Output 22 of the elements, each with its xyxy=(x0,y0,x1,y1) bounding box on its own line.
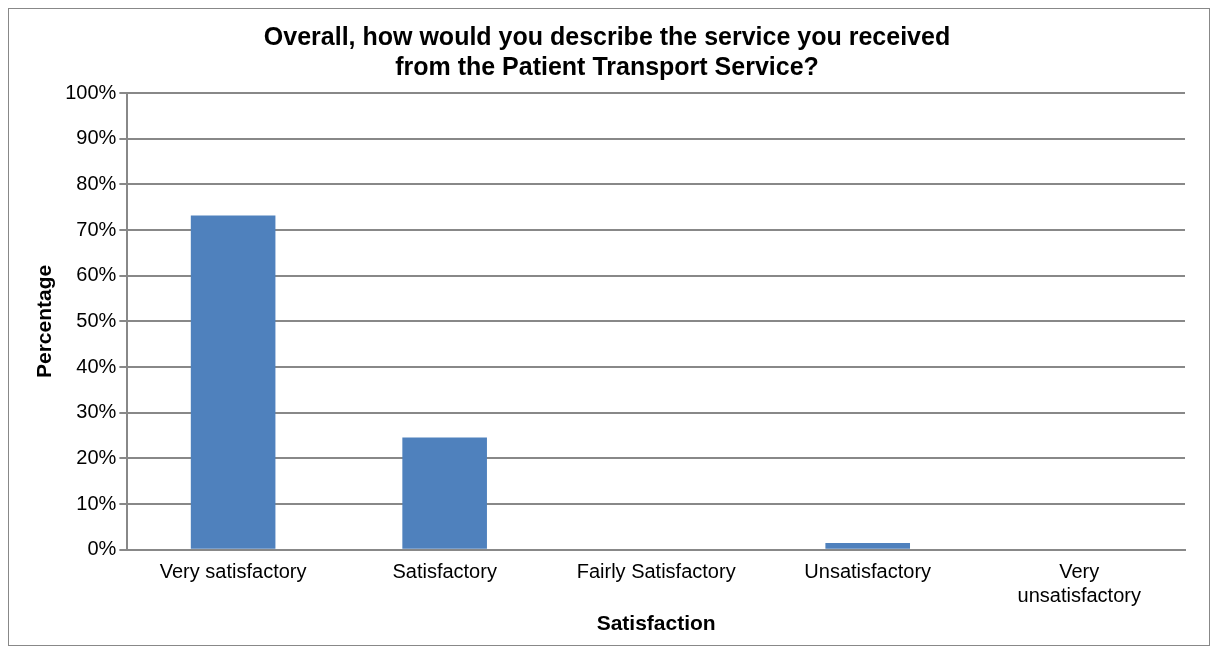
y-tick-label: 90% xyxy=(76,126,117,149)
x-tick-label: Fairly Satisfactory xyxy=(576,560,736,583)
y-tick-label: 20% xyxy=(76,445,117,468)
chart-title: Overall, how would you describe the service you received from the Patient Transport Service? xyxy=(263,21,951,80)
y-tick-label: 10% xyxy=(76,491,117,514)
y-axis-title: Percentage xyxy=(32,264,56,379)
y-tick-label: 0% xyxy=(87,537,117,560)
x-tick-label: Very unsatisfactory xyxy=(1017,560,1141,607)
x-axis-title: Satisfaction xyxy=(596,611,716,635)
y-tick-label: 80% xyxy=(76,171,117,194)
y-tick-label: 50% xyxy=(76,308,117,331)
bar xyxy=(402,437,487,549)
bar xyxy=(825,542,911,549)
bar xyxy=(190,215,276,549)
x-tick-label: Unsatisfactory xyxy=(804,560,932,583)
y-tick-label: 30% xyxy=(76,400,117,423)
y-tick-label: 60% xyxy=(76,263,117,286)
y-tick-label: 40% xyxy=(76,354,117,377)
y-tick-label: 70% xyxy=(76,217,117,240)
y-tick-label: 100% xyxy=(65,80,117,103)
x-tick-label: Very satisfactory xyxy=(159,560,307,583)
x-tick-label: Satisfactory xyxy=(392,560,497,583)
